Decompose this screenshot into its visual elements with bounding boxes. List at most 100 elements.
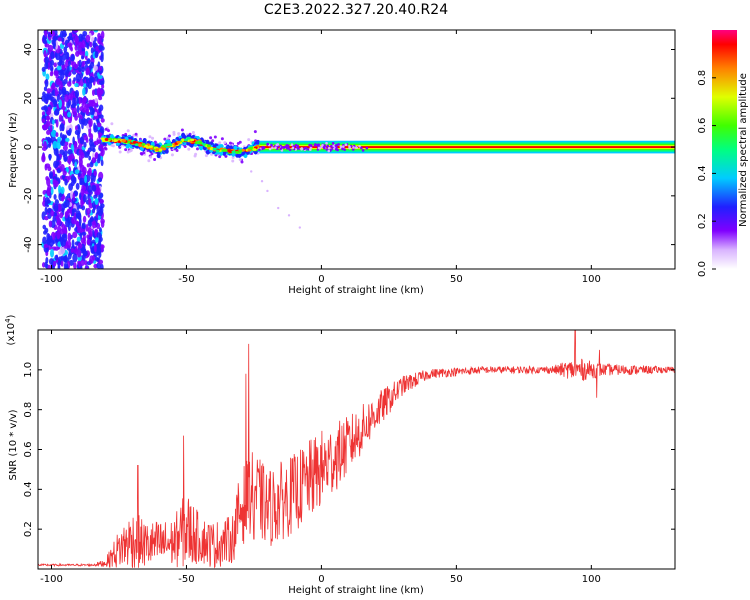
noise-cell [89,61,95,69]
y-tick-label: 0 [23,144,34,150]
noise-cell [68,42,73,50]
noise-cell [99,126,105,135]
noise-cell [49,124,53,133]
carrier-fuzz [355,146,358,149]
noise-cell [72,231,78,239]
noise-cell [77,112,81,118]
carrier-fuzz [270,143,273,147]
carrier-fuzz [352,146,355,149]
transition-core [166,143,171,147]
noise-cell [94,36,97,42]
noise-cell [61,64,66,71]
noise-cell [47,264,52,269]
noise-cell [82,215,87,223]
transition-cell [126,143,131,149]
noise-cell [56,168,62,174]
trail-dot [298,226,302,229]
noise-cell [87,150,90,157]
carrier-fuzz [334,144,338,147]
transition-cell [171,138,176,144]
noise-cell [90,133,94,140]
noise-cell [67,232,72,242]
noise-cell [91,157,97,164]
trail-dot [266,189,269,193]
noise-cell [54,254,59,261]
noise-cell [68,259,74,266]
noise-cell [53,70,59,77]
carrier-fuzz [341,145,345,148]
halo-cell [231,156,235,160]
halo-cell [220,137,224,141]
colorbar-tick-label: 0.0 [697,261,708,277]
y-tick-label: 0.6 [23,442,34,458]
carrier-fuzz [291,146,295,150]
noise-cell [87,58,91,65]
y-tick-label: 1.0 [23,362,34,378]
noise-cell [94,161,98,167]
noise-cell [50,96,55,103]
x-tick-label: 0 [318,274,324,285]
noise-cell [53,180,59,188]
noise-cell [82,96,87,104]
noise-cell [76,236,81,243]
noise-cell [56,154,60,161]
svg-text:(x104): (x104) [4,314,17,345]
noise-cell [57,37,62,42]
noise-cell [73,63,79,69]
carrier-fuzz [303,147,306,150]
noise-cell [59,132,63,139]
halo-cell [128,149,132,153]
halo-cell [147,159,151,163]
noise-cell [79,158,83,166]
noise-cell [41,118,46,124]
noise-cell [74,35,79,45]
transition-cell [182,134,187,140]
x-tick-label: -50 [178,274,194,285]
y-tick-label: 0.4 [23,481,34,497]
noise-cell [93,30,99,33]
noise-cell [52,40,57,49]
trail-dot [277,206,280,210]
noise-cell [83,141,87,148]
y-tick-label: 40 [23,43,34,56]
noise-cell [44,56,50,64]
noise-cell [82,194,87,203]
noise-cell [98,107,102,114]
top-y-axis-label: Frequency (Hz) [8,112,19,188]
noise-cell [86,43,90,50]
noise-cell [74,115,78,121]
carrier-fuzz [348,145,351,149]
noise-cell [77,44,82,54]
spectrogram-marks [41,30,675,269]
noise-cell [100,147,105,157]
transition-core [190,138,195,142]
halo-cell [253,130,257,134]
noise-cell [100,118,105,123]
noise-cell [84,55,88,60]
noise-cell [77,242,83,249]
noise-cell [89,143,95,152]
carrier-fuzz [358,144,361,148]
transition-cell [233,145,238,151]
top-x-axis-label: Height of straight line (km) [288,285,424,296]
transition-core [198,141,203,145]
noise-cell [58,114,63,122]
halo-cell [191,130,195,134]
halo-cell [170,153,174,157]
noise-cell [71,239,75,249]
noise-cell [64,211,69,219]
carrier-fuzz [266,142,270,146]
halo-cell [110,122,114,126]
halo-cell [126,129,130,133]
transition-core [108,137,113,141]
noise-cell [43,230,48,235]
bottom-y-axis-label: SNR (10 * v/v) [8,409,19,480]
colorbar-tick-label: 0.8 [697,70,708,86]
noise-cell [97,209,103,217]
noise-cell [82,83,88,88]
halo-cell [153,157,157,161]
noise-cell [42,236,47,245]
carrier-fuzz [326,144,330,148]
noise-cell [44,43,50,48]
noise-cell [49,173,53,179]
